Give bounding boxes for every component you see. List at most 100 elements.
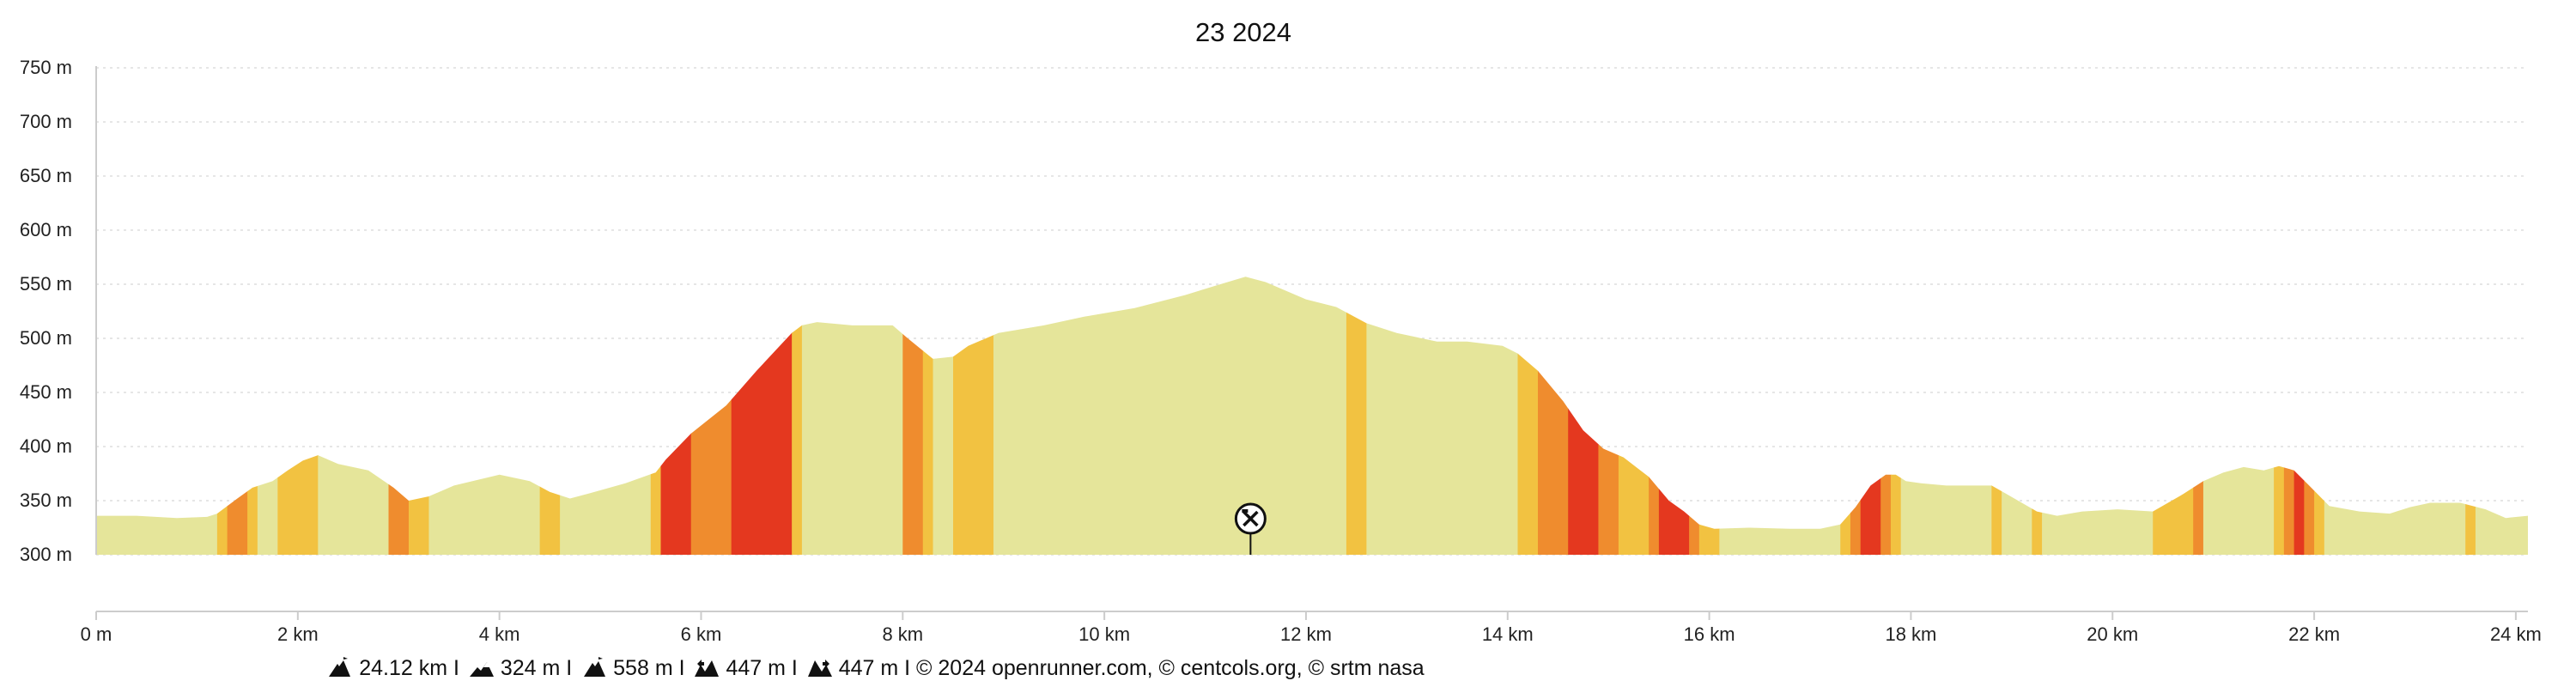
y-tick-label: 700 m — [20, 111, 72, 132]
max-altitude-icon — [329, 657, 351, 677]
slope-band-moderate — [2032, 277, 2043, 555]
elevation-area — [96, 277, 2528, 555]
slope-band-moderate — [1890, 277, 1902, 555]
slope-band-moderate — [1698, 277, 1720, 555]
slope-band-flat — [2475, 277, 2528, 555]
slope-band-flat — [1366, 277, 1519, 555]
x-tick-label: 10 km — [1078, 623, 1130, 644]
descent-icon — [807, 660, 832, 677]
x-tick-label: 20 km — [2087, 623, 2138, 644]
summit-icon — [584, 657, 606, 677]
slope-band-very-steep — [1568, 277, 1600, 555]
slope-band-steep — [2283, 277, 2295, 555]
slope-band-flat — [1719, 277, 1841, 555]
y-tick-label: 650 m — [20, 165, 72, 186]
slope-band-very-steep — [1658, 277, 1690, 555]
slope-band-steep — [1880, 277, 1892, 555]
x-tick-label: 6 km — [681, 623, 722, 644]
slope-band-moderate — [1991, 277, 2002, 555]
x-tick-label: 14 km — [1482, 623, 1534, 644]
x-tick-label: 4 km — [479, 623, 520, 644]
y-tick-label: 350 m — [20, 489, 72, 511]
x-tick-label: 24 km — [2490, 623, 2542, 644]
slope-band-flat — [318, 277, 390, 555]
slope-band-moderate — [1517, 277, 1539, 555]
slope-band-steep — [1538, 277, 1569, 555]
slope-band-steep — [227, 277, 248, 555]
x-tick-label: 0 m — [81, 623, 112, 644]
y-tick-label: 750 m — [20, 57, 72, 78]
slope-band-steep — [902, 277, 924, 555]
slope-band-flat — [96, 277, 218, 555]
x-tick-label: 8 km — [882, 623, 923, 644]
slope-band-steep — [2304, 277, 2315, 555]
slope-band-moderate — [2274, 277, 2285, 555]
elevation-profile-plot: 750 m 700 m 650 m 600 m 550 m 500 m 450 m 400 m… — [20, 57, 2542, 644]
slope-band-moderate — [2314, 277, 2325, 555]
slope-band-flat — [993, 277, 1347, 555]
slope-band-steep — [1649, 277, 1660, 555]
y-tick-label: 400 m — [20, 435, 72, 457]
slope-band-moderate — [1346, 277, 1368, 555]
slope-band-flat — [428, 277, 541, 555]
slope-band-moderate — [922, 277, 934, 555]
elevation-gain-icon — [469, 662, 494, 677]
slope-band-moderate — [650, 277, 662, 555]
y-tick-label: 600 m — [20, 219, 72, 240]
y-tick-label: 450 m — [20, 381, 72, 403]
slope-band-moderate — [792, 277, 803, 555]
ascent-icon — [695, 660, 720, 677]
slope-band-flat — [257, 277, 278, 555]
y-tick-label: 300 m — [20, 544, 72, 565]
slope-band-flat — [2324, 277, 2466, 555]
crossed-tools-icon[interactable] — [1234, 502, 1267, 555]
slope-band-moderate — [408, 277, 430, 555]
slope-band-moderate — [1840, 277, 1851, 555]
slope-band-flat — [801, 277, 903, 555]
stat-distance: 24.12 km I — [327, 656, 459, 681]
slope-band-steep — [2193, 277, 2204, 555]
slope-band-steep — [388, 277, 410, 555]
stat-ascent: 447 m I — [694, 656, 798, 681]
slope-band-flat — [933, 277, 954, 555]
slope-band-very-steep — [660, 277, 692, 555]
ascent-value: 447 m I — [726, 656, 798, 680]
stat-descent: 447 m I © 2024 openrunner.com, © centcol… — [807, 656, 1425, 681]
slope-band-steep — [1689, 277, 1700, 555]
x-tick-label: 16 km — [1684, 623, 1735, 644]
slope-band-flat — [2002, 277, 2032, 555]
slope-band-very-steep — [2293, 277, 2305, 555]
slope-band-moderate — [1618, 277, 1649, 555]
slope-band-moderate — [277, 277, 319, 555]
max-altitude-value: 558 m I — [613, 656, 685, 680]
route-stats-footer: 24.12 km I 324 m I 558 m I 447 m I — [0, 656, 1752, 681]
descent-and-credits: 447 m I © 2024 openrunner.com, © centcol… — [838, 656, 1425, 680]
y-tick-label: 500 m — [20, 327, 72, 349]
x-tick-label: 12 km — [1280, 623, 1332, 644]
slope-band-steep — [690, 277, 732, 555]
slope-band-moderate — [2153, 277, 2194, 555]
slope-band-moderate — [539, 277, 561, 555]
slope-band-very-steep — [731, 277, 793, 555]
slope-band-flat — [1900, 277, 1992, 555]
slope-band-steep — [1850, 277, 1862, 555]
slope-band-flat — [2202, 277, 2275, 555]
slope-band-moderate — [247, 277, 258, 555]
x-tick-label: 22 km — [2288, 623, 2340, 644]
elevation-gain-value: 324 m I — [500, 656, 573, 680]
x-tick-label: 2 km — [277, 623, 319, 644]
chart-title: 23 2024 — [1194, 17, 1292, 47]
stat-max-altitude: 558 m I — [581, 656, 685, 681]
distance-value: 24.12 km I — [359, 656, 459, 680]
slope-band-flat — [560, 277, 652, 555]
y-tick-label: 550 m — [20, 273, 72, 295]
slope-band-moderate — [216, 277, 228, 555]
slope-band-moderate — [2465, 277, 2476, 555]
slope-band-steep — [1598, 277, 1619, 555]
slope-band-very-steep — [1860, 277, 1881, 555]
x-tick-label: 18 km — [1885, 623, 1936, 644]
stat-elevation-gain: 324 m I — [469, 656, 572, 681]
slope-band-flat — [2042, 277, 2154, 555]
slope-band-moderate — [953, 277, 994, 555]
